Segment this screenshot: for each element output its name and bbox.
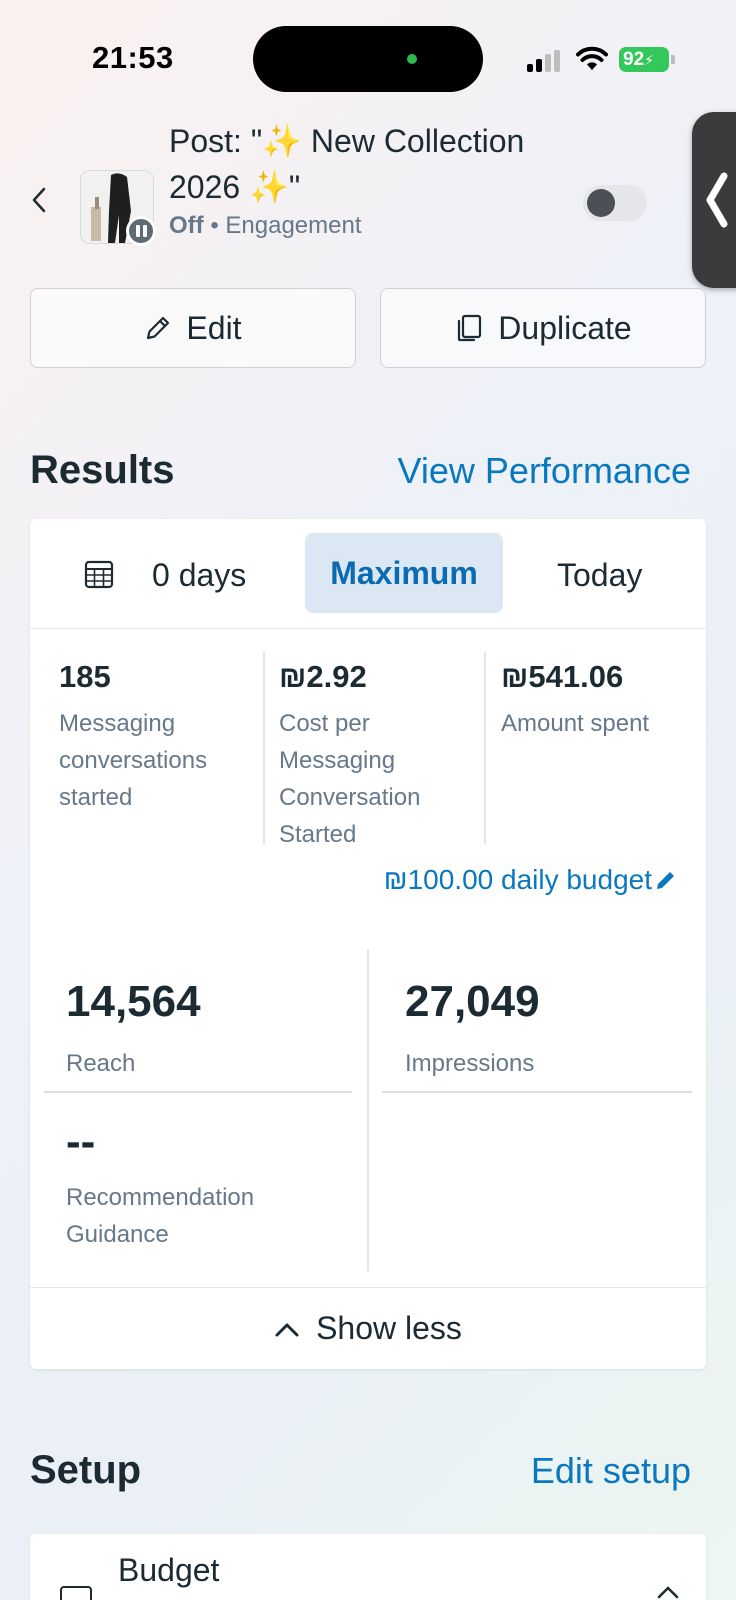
results-card: 0 days Maximum Today 185 Messaging conve… [30, 519, 706, 1369]
wifi-icon [576, 46, 608, 70]
side-panel-handle[interactable] [692, 112, 736, 288]
campaign-toggle[interactable] [583, 185, 647, 221]
metric-divider [263, 652, 265, 844]
edit-button-label: Edit [186, 309, 242, 346]
impressions-value: 27,049 [405, 977, 540, 1026]
status-time: 21:53 [92, 40, 174, 75]
metric-value: 185 [59, 659, 111, 694]
metric-label: Cost per Messaging Conversation Started [279, 710, 421, 848]
range-maximum-option[interactable]: Maximum [305, 533, 503, 613]
edit-setup-link[interactable]: Edit setup [530, 1450, 691, 1491]
daily-budget-text: ₪100.00 daily budget [383, 864, 652, 895]
chevron-left-icon [706, 172, 728, 228]
chevron-up-icon [275, 1323, 299, 1336]
show-less-button[interactable]: Show less [30, 1287, 706, 1369]
recommendation-label: Recommendation Guidance [66, 1184, 255, 1248]
metric-value: ₪541.06 [501, 659, 624, 694]
toggle-knob [587, 189, 615, 217]
paused-badge-icon [126, 216, 156, 246]
battery-tip [671, 55, 675, 64]
results-title: Results [30, 448, 175, 492]
reach-label: Reach [66, 1050, 136, 1077]
metric-messaging-conversations: 185 Messaging conversations started [59, 659, 259, 816]
duplicate-button[interactable]: Duplicate [380, 288, 706, 368]
chevron-up-icon [657, 1586, 679, 1599]
objective-text: Engagement [225, 212, 362, 239]
reach-value: 14,564 [66, 977, 201, 1026]
battery-icon: 92⚡ [619, 47, 669, 72]
metric-reach: 14,564 Reach [66, 977, 201, 1082]
back-chevron-icon[interactable] [28, 185, 52, 215]
recommendation-value: -- [66, 1117, 96, 1166]
dynamic-island [253, 26, 483, 92]
budget-icon [60, 1586, 92, 1600]
impressions-label: Impressions [405, 1050, 535, 1077]
duplicate-icon [458, 314, 482, 342]
show-less-label: Show less [316, 1310, 462, 1346]
metric-impressions: 27,049 Impressions [405, 977, 540, 1082]
daily-budget-link[interactable]: ₪100.00 daily budget [384, 864, 678, 896]
metric-label: Amount spent [501, 710, 650, 737]
metric-value: ₪2.92 [279, 659, 367, 694]
setup-budget-card[interactable]: Budget [30, 1534, 706, 1600]
setup-budget-label: Budget [118, 1552, 220, 1588]
status-separator: • [210, 212, 219, 239]
pencil-icon [657, 872, 674, 889]
metric-recommendation-guidance: -- Recommendation Guidance [66, 1117, 326, 1253]
setup-title: Setup [30, 1448, 142, 1492]
metric-cost-per-conversation: ₪2.92 Cost per Messaging Conversation St… [279, 659, 469, 853]
status-text: Off [169, 212, 204, 239]
metric-divider [367, 949, 369, 1271]
post-thumbnail[interactable] [80, 170, 154, 244]
campaign-status-line: Off • Engagement [169, 212, 362, 240]
pencil-icon [147, 316, 170, 340]
status-bar: 21:53 92⚡ [0, 0, 736, 110]
date-range-selector: 0 days Maximum Today [30, 519, 706, 629]
range-today-option[interactable]: Today [557, 557, 643, 593]
post-title: Post: "✨ New Collection 2026 ✨" [169, 123, 525, 205]
metric-label: Messaging conversations started [59, 710, 208, 811]
metric-divider [484, 652, 486, 844]
metric-amount-spent: ₪541.06 Amount spent [501, 659, 701, 742]
battery-level: 92 [623, 49, 645, 70]
camera-indicator-dot [407, 54, 417, 64]
edit-button[interactable]: Edit [30, 288, 356, 368]
calendar-icon[interactable] [84, 559, 114, 589]
row-divider [382, 1091, 692, 1093]
view-performance-link[interactable]: View Performance [397, 450, 691, 491]
post-thumbnail-image [81, 171, 153, 243]
cellular-signal-icon [527, 50, 563, 72]
duplicate-button-label: Duplicate [498, 309, 632, 346]
row-divider [44, 1091, 352, 1093]
range-days-option[interactable]: 0 days [152, 557, 247, 593]
